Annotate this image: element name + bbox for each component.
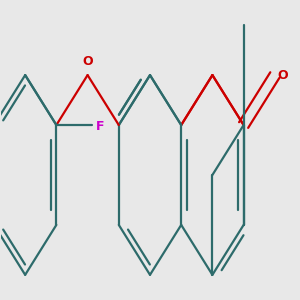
Text: O: O <box>278 69 288 82</box>
Text: F: F <box>95 120 104 133</box>
Text: O: O <box>82 55 93 68</box>
